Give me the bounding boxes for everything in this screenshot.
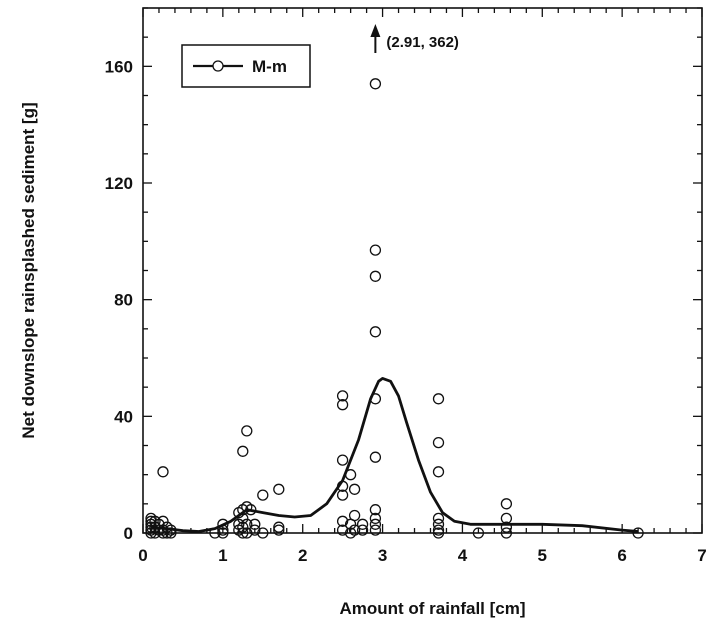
x-axis-title: Amount of rainfall [cm]	[339, 599, 525, 618]
x-tick-label: 5	[538, 546, 547, 565]
data-point	[338, 455, 348, 465]
x-tick-labels: 0 1 2 3 4 5 6 7	[138, 546, 706, 565]
x-tick-label: 4	[458, 546, 468, 565]
x-tick-label: 3	[378, 546, 387, 565]
data-point	[238, 446, 248, 456]
data-point	[370, 452, 380, 462]
data-point	[501, 499, 511, 509]
outlier-label: (2.91, 362)	[386, 34, 459, 51]
legend: M-m	[182, 45, 310, 87]
data-point	[370, 79, 380, 89]
smooth-curve-layer	[151, 378, 638, 531]
y-tick-label: 120	[105, 174, 133, 193]
data-point	[274, 484, 284, 494]
legend-label: M-m	[252, 57, 287, 76]
data-point	[370, 519, 380, 529]
data-point	[434, 513, 444, 523]
y-tick-label: 0	[124, 524, 133, 543]
data-point	[158, 467, 168, 477]
data-point	[434, 438, 444, 448]
y-tick-label: 160	[105, 57, 133, 76]
x-tick-label: 1	[218, 546, 227, 565]
x-tick-label: 2	[298, 546, 307, 565]
data-point	[434, 394, 444, 404]
x-tick-label: 7	[697, 546, 706, 565]
x-tick-label: 0	[138, 546, 147, 565]
y-axis-title: Net downslope rainsplashed sediment [g]	[19, 102, 38, 438]
data-point	[346, 470, 356, 480]
x-tick-label: 6	[617, 546, 626, 565]
y-tick-label: 40	[114, 407, 133, 426]
legend-marker	[213, 61, 223, 71]
outlier-annotation: (2.91, 362)	[370, 24, 459, 53]
data-point	[370, 271, 380, 281]
data-point	[350, 511, 360, 521]
data-point	[350, 484, 360, 494]
data-point	[370, 245, 380, 255]
data-point	[358, 519, 368, 529]
outlier-arrow-head	[370, 24, 380, 37]
y-tick-labels: 0 40 80 120 160	[105, 57, 133, 543]
smooth-curve	[151, 378, 638, 531]
y-tick-label: 80	[114, 291, 133, 310]
data-points-layer	[146, 79, 643, 538]
data-point	[434, 467, 444, 477]
data-point	[242, 426, 252, 436]
data-point	[258, 490, 268, 500]
data-point	[370, 327, 380, 337]
